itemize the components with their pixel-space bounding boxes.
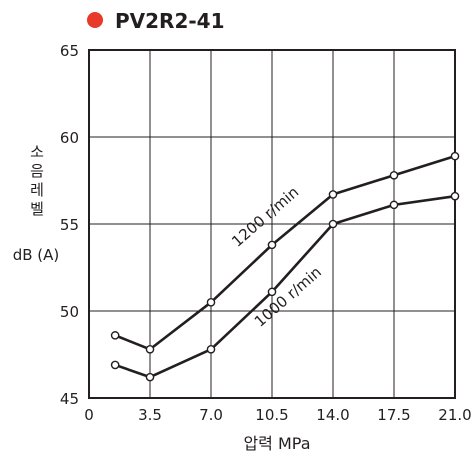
series-line (114, 154, 456, 351)
data-point (389, 200, 399, 210)
x-tick-label: 21.0 (438, 406, 471, 424)
series-label: 1200 r/min (228, 183, 302, 251)
chart-title: PV2R2-41 (115, 9, 225, 33)
y-tick-label: 50 (60, 303, 79, 321)
x-tick-label: 0 (84, 406, 94, 424)
axes (88, 49, 456, 399)
grid (89, 50, 455, 398)
data-point (328, 190, 338, 199)
data-point (267, 240, 277, 250)
data-point (145, 344, 155, 354)
x-axis-label: 압력 MPa (243, 434, 310, 453)
data-point (450, 151, 460, 161)
data-point (145, 372, 155, 382)
data-point (267, 287, 277, 297)
x-tick-label: 7.0 (199, 406, 223, 424)
data-point (206, 344, 216, 354)
x-tick-label: 3.5 (138, 406, 162, 424)
data-point (328, 219, 338, 229)
y-axis-unit: dB (A) (13, 246, 60, 264)
x-tick-label: 10.5 (255, 406, 288, 424)
y-axis-label-char: 소 (30, 143, 44, 161)
data-point (206, 297, 216, 307)
series-lines (110, 151, 460, 382)
y-tick-label: 45 (60, 390, 79, 408)
y-tick-label: 55 (60, 216, 79, 234)
plot-frame (88, 49, 456, 399)
y-axis-label-char: 벨 (30, 200, 44, 218)
x-tick-label: 14.0 (316, 406, 349, 424)
title-bullet-icon (87, 12, 103, 28)
y-axis-label-char: 레 (30, 181, 44, 199)
y-axis-label-char: 음 (30, 162, 44, 180)
y-tick-label: 65 (60, 42, 79, 60)
data-point (450, 191, 460, 201)
data-point (110, 360, 120, 370)
axis-labels: 0 3.5 7.0 10.5 14.0 17.5 21.0 45 50 55 60 65 1200 r/… (13, 42, 472, 453)
data-point (389, 170, 399, 180)
data-point (110, 331, 120, 340)
y-tick-label: 60 (60, 129, 79, 147)
x-tick-label: 17.5 (377, 406, 410, 424)
